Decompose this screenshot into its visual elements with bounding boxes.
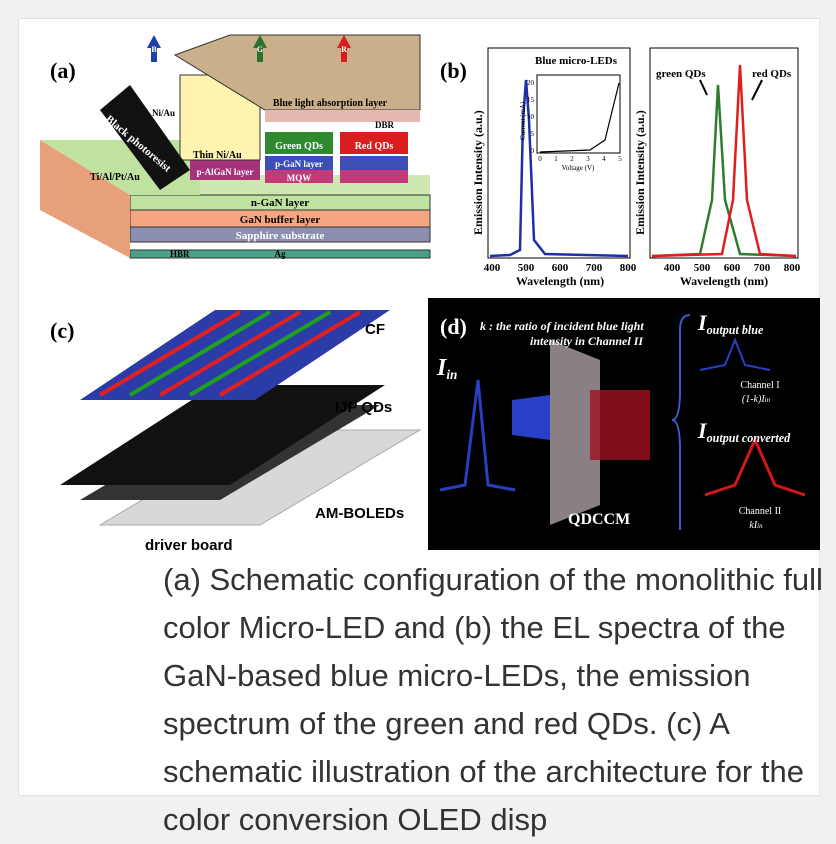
label: Ioutput converted: [697, 418, 791, 445]
label: Ag: [275, 249, 286, 259]
label: Blue micro-LEDs: [535, 55, 618, 67]
subscript: output converted: [707, 431, 792, 445]
label: kIin: [749, 520, 763, 531]
x-tick-label: 3: [586, 155, 590, 163]
label: Channel I: [740, 380, 779, 391]
label: Red QDs: [355, 141, 394, 152]
label: red QDs: [752, 68, 792, 80]
label: Wavelength (nm): [680, 274, 768, 288]
label: R: [341, 45, 347, 54]
x-tick-label: 5: [618, 155, 622, 163]
x-tick-label: 600: [724, 262, 741, 274]
label: Black photoresist: [103, 113, 173, 175]
y-tick-label: 5: [531, 130, 535, 138]
label: Sapphire substrate: [236, 230, 325, 242]
y-tick-label: 0: [531, 147, 535, 155]
label: Iin: [436, 355, 457, 382]
x-tick-label: 800: [784, 262, 801, 274]
label: Emission Intensity (a.u.): [633, 110, 647, 235]
x-tick-label: 400: [484, 262, 501, 274]
panel-label: (a): [50, 58, 76, 83]
label: Ioutput blue: [697, 310, 764, 337]
caption: (a) Schematic configuration of the monol…: [163, 556, 823, 844]
label: Green QDs: [275, 141, 323, 152]
label: (1-k)Iin: [742, 394, 771, 405]
subscript: in: [446, 367, 457, 382]
x-tick-label: 4: [602, 155, 606, 163]
label: DBR: [375, 120, 395, 130]
label: green QDs: [656, 68, 706, 80]
x-tick-label: 700: [586, 262, 603, 274]
label: p-GaN layer: [275, 159, 323, 169]
label: Current (mA): [519, 101, 527, 140]
y-tick-label: 15: [527, 96, 535, 104]
label: MQW: [287, 173, 312, 183]
panel-label: (d): [440, 314, 467, 339]
label: Emission Intensity (a.u.): [471, 110, 485, 235]
subscript: in: [765, 396, 771, 404]
label: n-GaN layer: [251, 197, 309, 209]
x-tick-label: 1: [554, 155, 558, 163]
y-tick-label: 20: [527, 79, 535, 87]
label: Ni/Au: [152, 108, 175, 118]
label: IJP QDs: [335, 399, 392, 416]
x-tick-label: 800: [620, 262, 637, 274]
x-tick-label: 500: [694, 262, 711, 274]
label: AM-BOLEDs: [315, 505, 404, 522]
label: GaN buffer layer: [240, 214, 321, 226]
panel-label: (b): [440, 58, 467, 83]
label: p-AlGaN layer: [197, 167, 254, 177]
label: Channel II: [739, 506, 782, 517]
label: Thin Ni/Au: [193, 150, 242, 161]
label: HBR: [170, 249, 190, 259]
page: (a) B G R Ni/Au Blue light absorption layer DB…: [0, 0, 836, 812]
label: Voltage (V): [562, 164, 595, 172]
label: driver board: [145, 537, 233, 554]
label: k : the ratio of incident blue light: [480, 319, 644, 333]
label: B: [151, 45, 157, 54]
x-tick-label: 500: [518, 262, 535, 274]
x-tick-label: 700: [754, 262, 771, 274]
x-tick-label: 400: [664, 262, 681, 274]
panel-label: (c): [50, 318, 74, 343]
x-tick-label: 0: [538, 155, 542, 163]
label: Ti/Al/Pt/Au: [90, 172, 140, 183]
label: CF: [365, 321, 385, 338]
subscript: in: [757, 522, 763, 530]
label: Wavelength (nm): [516, 274, 604, 288]
x-tick-label: 600: [552, 262, 569, 274]
subscript: output blue: [707, 323, 764, 337]
x-tick-label: 2: [570, 155, 574, 163]
label: G: [257, 45, 263, 54]
label: QDCCM: [568, 511, 630, 528]
figure-text: (a) B G R Ni/Au Blue light absorption layer DB…: [0, 0, 836, 560]
label: intensity in Channel II: [530, 334, 644, 348]
y-tick-label: 10: [527, 113, 535, 121]
label: Blue light absorption layer: [273, 98, 388, 109]
